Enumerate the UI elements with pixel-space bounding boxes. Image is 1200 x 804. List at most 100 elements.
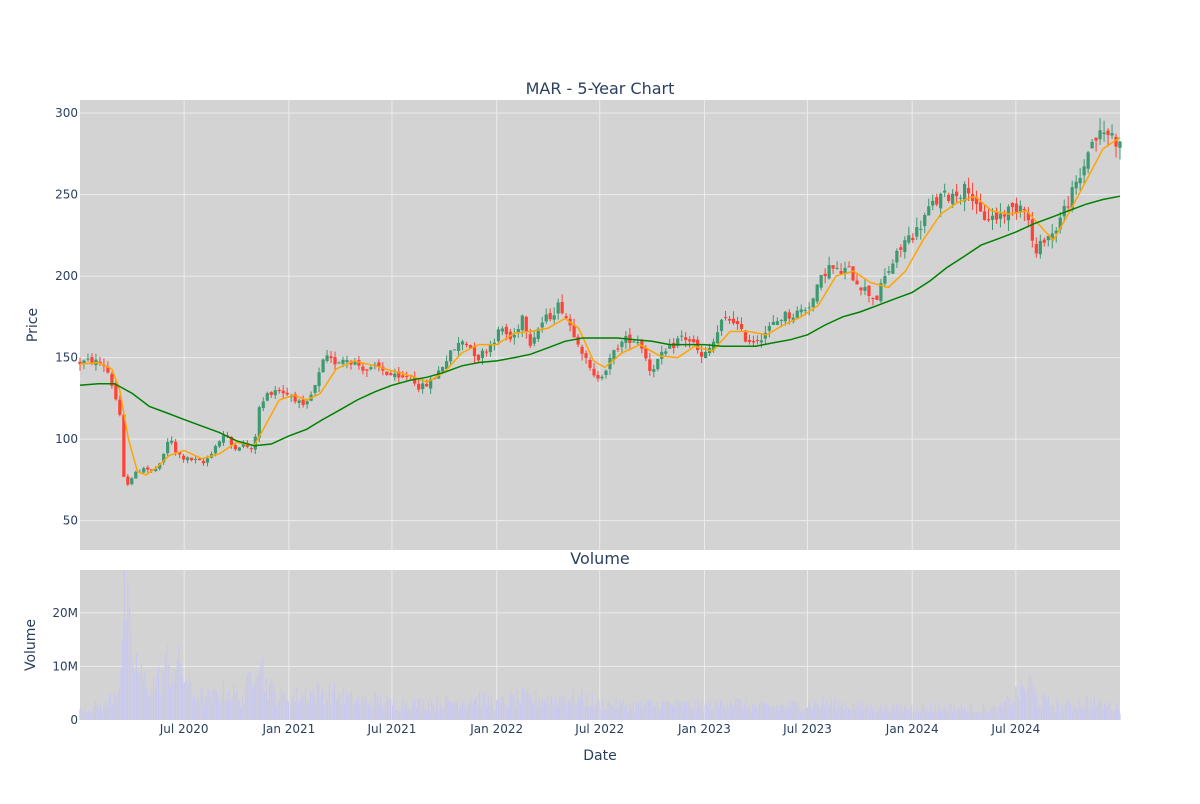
volume-bar [451, 703, 453, 720]
x-tick-label: Jul 2020 [159, 722, 209, 736]
volume-bar [994, 706, 996, 720]
volume-bar [492, 708, 494, 720]
volume-bar [108, 695, 110, 720]
volume-bar [750, 711, 752, 720]
volume-bar [105, 700, 107, 720]
volume-bar [227, 690, 230, 720]
candle-body [532, 337, 536, 344]
volume-bar [666, 701, 669, 720]
volume-bar [555, 699, 558, 720]
volume-bar [373, 693, 375, 720]
volume-bar [362, 698, 365, 720]
volume-bar [157, 666, 160, 720]
volume-bar [202, 687, 204, 720]
volume-bar [180, 662, 182, 720]
volume-bar [709, 700, 711, 720]
volume-bar [975, 712, 978, 720]
volume-bar [868, 710, 870, 720]
volume-bar [765, 704, 768, 720]
volume-bar [130, 632, 132, 720]
volume-bar [687, 701, 689, 720]
volume-bar [231, 697, 233, 720]
candle-body [389, 373, 393, 376]
volume-bar [257, 674, 259, 720]
volume-bar [292, 694, 295, 720]
candle-body [185, 457, 190, 461]
candle-body [879, 283, 883, 302]
volume-bar [449, 701, 452, 720]
volume-bar [654, 704, 657, 720]
candle-body [982, 211, 987, 220]
candle-body [955, 191, 959, 197]
volume-bar [562, 696, 564, 720]
volume-bar [552, 701, 554, 720]
volume-bar [786, 708, 788, 720]
volume-bar [755, 705, 757, 720]
volume-bar [354, 701, 356, 720]
volume-bar [1020, 678, 1022, 720]
candle-body [158, 463, 162, 469]
volume-bar [858, 700, 860, 720]
volume-bar [622, 700, 624, 720]
volume-bar [315, 702, 317, 720]
volume-bar [508, 706, 510, 720]
volume-bar [842, 710, 844, 720]
volume-bar [590, 706, 592, 720]
volume-bar [745, 698, 747, 720]
x-tick-label: Jul 2022 [574, 722, 624, 736]
volume-bar [1078, 699, 1080, 720]
volume-bar [303, 695, 305, 720]
volume-bar [854, 708, 856, 720]
volume-bar [866, 704, 868, 720]
volume-bar [210, 702, 213, 720]
volume-bar [656, 701, 658, 720]
candle-body [1030, 219, 1034, 241]
volume-bar [190, 682, 192, 720]
volume-bar [333, 683, 336, 720]
candle-body [644, 348, 648, 359]
candle-body [405, 375, 409, 377]
volume-bar [1107, 706, 1109, 720]
volume-bar [671, 704, 674, 720]
price-chart-title: MAR - 5-Year Chart [526, 79, 675, 98]
volume-bar [325, 691, 327, 720]
candle-body [1022, 208, 1026, 211]
volume-bar [467, 705, 469, 720]
candle-body [560, 302, 564, 314]
volume-bar [494, 710, 496, 720]
candle-body [496, 329, 500, 342]
volume-bar [229, 700, 231, 720]
candle-body [990, 215, 995, 220]
volume-bar [337, 697, 339, 720]
volume-bar [338, 693, 341, 720]
candle-body [731, 318, 736, 324]
volume-bar [1097, 704, 1099, 720]
volume-bar [1018, 700, 1020, 720]
x-tick-label: Jul 2023 [782, 722, 832, 736]
candle-body [512, 334, 516, 338]
candle-body [197, 458, 202, 461]
candle-body [871, 298, 875, 300]
candle-body [1102, 132, 1106, 135]
volume-bar [859, 708, 862, 720]
volume-bar [352, 705, 354, 720]
volume-bar [909, 709, 911, 720]
volume-bar [233, 683, 235, 720]
volume-bar [345, 693, 348, 720]
candle-body [472, 346, 477, 357]
volume-bar [1003, 701, 1005, 720]
candle-body [114, 383, 118, 400]
volume-bar [516, 689, 518, 720]
volume-bar [328, 683, 330, 720]
volume-bar [463, 703, 465, 720]
candle-body [962, 183, 967, 202]
volume-bar [1057, 702, 1060, 720]
volume-bar [316, 680, 318, 720]
candle-body [249, 448, 253, 450]
volume-bar [543, 700, 546, 720]
volume-bar [1049, 705, 1051, 720]
volume-bar [846, 706, 848, 720]
candle-body [349, 361, 353, 365]
volume-bar [1092, 709, 1094, 720]
volume-bar [658, 711, 660, 720]
